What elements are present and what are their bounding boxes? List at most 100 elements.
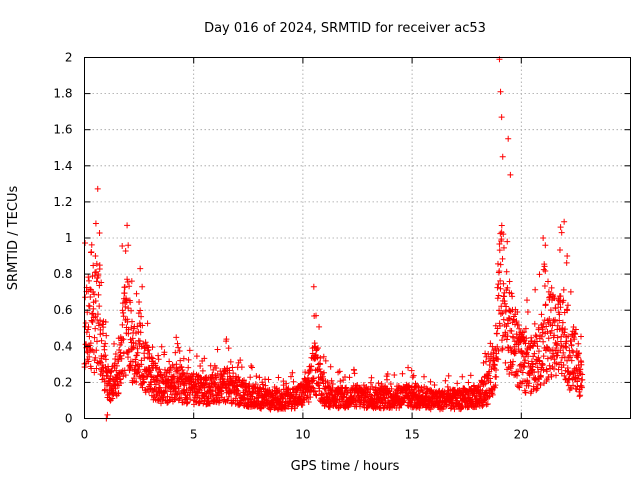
data-point xyxy=(410,372,417,379)
data-point xyxy=(541,283,548,290)
data-point xyxy=(154,397,161,404)
data-point xyxy=(320,369,327,376)
data-point xyxy=(486,393,493,400)
data-point xyxy=(87,286,94,293)
data-point xyxy=(109,395,116,402)
data-point xyxy=(496,247,503,254)
data-point xyxy=(137,307,144,314)
data-point xyxy=(540,320,547,327)
data-point xyxy=(504,284,511,291)
data-point xyxy=(528,334,535,341)
data-point xyxy=(313,392,320,399)
data-point xyxy=(246,385,253,392)
data-point xyxy=(445,372,452,379)
data-point xyxy=(160,394,167,401)
data-point xyxy=(492,367,499,374)
data-point xyxy=(150,388,157,395)
data-point xyxy=(122,303,129,310)
data-point xyxy=(495,292,502,299)
data-point xyxy=(552,372,559,379)
data-point xyxy=(93,278,100,285)
data-point xyxy=(431,382,438,389)
data-point xyxy=(112,356,119,363)
data-point xyxy=(287,373,294,380)
data-point xyxy=(137,265,144,272)
data-point xyxy=(496,307,503,314)
data-point xyxy=(555,366,562,373)
data-point xyxy=(557,224,564,231)
data-point xyxy=(496,322,503,329)
data-point xyxy=(122,372,129,379)
data-point xyxy=(579,376,586,383)
data-point xyxy=(213,364,220,371)
data-point xyxy=(503,336,510,343)
data-point xyxy=(388,385,395,392)
x-tick-label: 10 xyxy=(295,428,310,442)
data-point xyxy=(154,377,161,384)
data-point xyxy=(119,307,126,314)
data-point xyxy=(241,377,248,384)
data-point xyxy=(504,333,511,340)
data-point xyxy=(490,349,497,356)
data-point xyxy=(557,304,564,311)
data-point xyxy=(546,316,553,323)
data-point xyxy=(557,298,564,305)
data-point xyxy=(134,323,141,330)
data-point xyxy=(529,361,536,368)
data-point xyxy=(91,369,98,376)
data-point xyxy=(239,377,246,384)
data-point xyxy=(282,405,289,412)
data-point xyxy=(101,346,108,353)
data-point xyxy=(253,373,260,380)
data-point xyxy=(543,368,550,375)
data-point xyxy=(337,378,344,385)
data-point xyxy=(102,352,109,359)
data-point xyxy=(94,338,101,345)
data-point xyxy=(119,321,126,328)
data-point xyxy=(552,305,559,312)
data-point xyxy=(136,298,143,305)
data-point xyxy=(579,371,586,378)
data-point xyxy=(86,277,93,284)
data-point xyxy=(225,393,232,400)
data-point xyxy=(124,279,131,286)
data-point xyxy=(174,340,181,347)
data-point xyxy=(338,402,344,409)
data-point xyxy=(104,411,111,418)
data-point xyxy=(551,332,558,339)
data-point xyxy=(540,353,547,360)
data-point xyxy=(313,346,320,353)
data-point xyxy=(155,356,162,363)
data-point xyxy=(381,395,388,402)
data-point xyxy=(495,281,502,288)
data-point xyxy=(94,185,101,192)
data-point xyxy=(496,268,503,275)
data-point xyxy=(157,384,164,391)
data-point xyxy=(290,378,297,385)
data-point xyxy=(311,340,318,347)
data-point xyxy=(317,361,324,368)
data-point xyxy=(497,310,504,317)
data-point xyxy=(325,390,332,397)
data-point xyxy=(122,248,129,255)
data-point xyxy=(289,369,296,376)
data-point xyxy=(170,364,177,371)
data-point xyxy=(92,220,99,227)
data-point xyxy=(336,368,343,375)
data-point xyxy=(93,365,100,372)
data-point xyxy=(509,361,516,368)
data-point xyxy=(465,379,472,386)
data-point xyxy=(99,330,106,337)
data-point xyxy=(120,313,127,320)
data-point xyxy=(241,394,248,401)
data-point xyxy=(512,321,519,328)
data-point xyxy=(329,380,336,387)
data-point xyxy=(128,324,135,331)
data-point xyxy=(493,373,500,380)
data-point xyxy=(551,295,558,302)
data-point xyxy=(515,383,522,390)
data-point xyxy=(500,280,507,287)
data-point xyxy=(96,358,103,365)
data-point xyxy=(113,374,120,381)
